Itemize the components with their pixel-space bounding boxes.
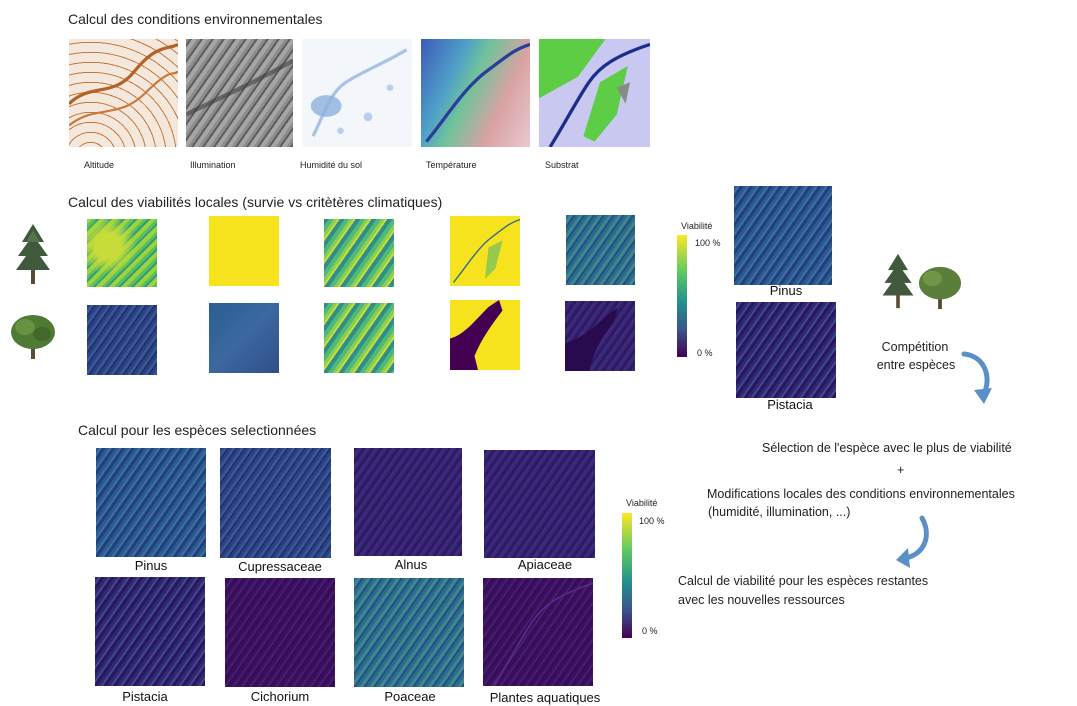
- local-section-title: Calcul des viabilités locales (survie vs…: [68, 194, 443, 210]
- colorbar-max-label: 100 %: [639, 516, 665, 526]
- colorbar-min-label: 0 %: [697, 348, 713, 358]
- broadleaf-tree-icon: [916, 264, 964, 310]
- colorbar-title: Viabilité: [626, 498, 658, 508]
- colorbar-max-label: 100 %: [695, 238, 721, 248]
- cupressaceae-species-label: Cupressaceae: [238, 559, 322, 574]
- pinus-viability-temperature: [450, 216, 520, 286]
- illumination-label: Illumination: [190, 160, 236, 170]
- pinus-viability-illumination: [209, 216, 279, 286]
- broadleaf-tree-icon: [8, 312, 58, 360]
- poaceae-species-label: Poaceae: [384, 689, 436, 704]
- pinus-species-label: Pinus: [134, 558, 168, 573]
- plantes-aquatiques-species-label: Plantes aquatiques: [489, 690, 601, 705]
- pinus-species-map: [96, 448, 206, 557]
- colorbar-min-label: 0 %: [642, 626, 658, 636]
- pinus-combined-map: [734, 186, 832, 285]
- pinus-viability-altitude: [87, 219, 157, 287]
- conifer-tree-icon: [14, 222, 52, 286]
- pinus-combined-label: Pinus: [769, 283, 803, 298]
- pistacia-combined-label: Pistacia: [767, 397, 813, 412]
- temperature-label: Température: [426, 160, 477, 170]
- curved-arrow-icon: [894, 514, 934, 570]
- recalc-text-line1: Calcul de viabilité pour les espèces res…: [678, 574, 929, 588]
- env-section-title: Calcul des conditions environnementales: [68, 11, 323, 27]
- pistacia-viability-humidity: [324, 303, 394, 373]
- cichorium-species-label: Cichorium: [250, 689, 310, 704]
- apiaceae-species-map: [484, 450, 595, 558]
- apiaceae-species-label: Apiaceae: [517, 557, 573, 572]
- pistacia-species-label: Pistacia: [122, 689, 168, 704]
- temperature-map: [421, 39, 530, 147]
- pistacia-viability-illumination: [209, 303, 279, 373]
- pistacia-combined-map: [736, 302, 836, 398]
- alnus-species-map: [354, 448, 462, 556]
- modification-text-line2: (humidité, illumination, ...): [708, 505, 851, 519]
- pistacia-species-map: [95, 577, 205, 686]
- colorbar-title: Viabilité: [681, 221, 713, 231]
- substrate-map: [539, 39, 650, 147]
- soil-humidity-map: [302, 39, 412, 147]
- competition-text-line2: entre espèces: [876, 358, 956, 372]
- cichorium-species-map: [225, 578, 335, 687]
- cupressaceae-species-map: [220, 448, 331, 558]
- pistacia-viability-substrate: [565, 301, 635, 371]
- soil-humidity-label: Humidité du sol: [300, 160, 363, 170]
- selection-text: Sélection de l'espèce avec le plus de vi…: [762, 441, 1012, 455]
- selected-section-title: Calcul pour les espèces selectionnées: [78, 422, 317, 438]
- substrate-label: Substrat: [545, 160, 579, 170]
- pistacia-viability-temperature: [450, 300, 520, 370]
- viability-colorbar: [677, 235, 687, 357]
- plus-sign: +: [897, 463, 905, 477]
- alnus-species-label: Alnus: [394, 557, 428, 572]
- poaceae-species-map: [354, 578, 464, 687]
- pinus-viability-humidity: [324, 219, 394, 287]
- illumination-map: [186, 39, 293, 147]
- pistacia-viability-altitude: [87, 305, 157, 375]
- competition-text-line1: Compétition: [881, 340, 949, 354]
- recalc-text-line2: avec les nouvelles ressources: [678, 593, 845, 607]
- pinus-viability-substrate: [566, 215, 635, 285]
- altitude-map: [69, 39, 178, 147]
- conifer-tree-icon: [878, 252, 918, 310]
- altitude-label: Altitude: [84, 160, 115, 170]
- plantes-aquatiques-species-map: [483, 578, 593, 686]
- curved-arrow-icon: [958, 350, 998, 408]
- modification-text-line1: Modifications locales des conditions env…: [707, 487, 1015, 501]
- viability-colorbar: [622, 513, 632, 638]
